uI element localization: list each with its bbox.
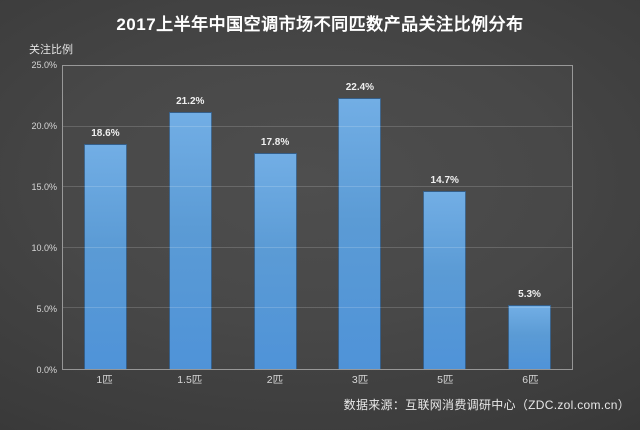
y-tick-label: 25.0% bbox=[31, 60, 57, 70]
bar-slot: 18.6% bbox=[63, 66, 148, 369]
y-axis: 0.0% 5.0% 10.0% 15.0% 20.0% 25.0% bbox=[0, 60, 57, 375]
y-axis-title: 关注比例 bbox=[29, 44, 73, 56]
bar-value-label: 22.4% bbox=[345, 81, 375, 93]
bar-slot: 22.4% bbox=[317, 66, 402, 369]
bar-5匹 bbox=[423, 190, 467, 369]
y-tick-label: 10.0% bbox=[31, 243, 57, 253]
gridline bbox=[63, 186, 572, 188]
bar-value-label: 18.6% bbox=[91, 127, 120, 139]
bar-2匹 bbox=[253, 153, 297, 369]
bar-slot: 17.8% bbox=[233, 66, 318, 369]
data-source-note: 数据来源：互联网消费调研中心（ZDC.zol.com.cn） bbox=[343, 398, 630, 412]
gridline bbox=[63, 307, 572, 309]
gridline bbox=[63, 246, 572, 248]
x-tick-label: 2匹 bbox=[266, 374, 284, 386]
y-tick-label: 5.0% bbox=[36, 304, 57, 314]
y-tick-label: 20.0% bbox=[31, 121, 57, 131]
x-tick-label: 1.5匹 bbox=[177, 374, 203, 386]
chart-title: 2017上半年中国空调市场不同匹数产品关注比例分布 bbox=[116, 15, 524, 34]
bar-value-label: 21.2% bbox=[176, 96, 205, 108]
bar-slot: 21.2% bbox=[148, 66, 233, 369]
bars-row: 18.6% 21.2% 17.8% 22.4% 14.7% 5.3% bbox=[63, 66, 572, 369]
x-tick-label: 3匹 bbox=[351, 374, 369, 386]
x-tick-label: 1匹 bbox=[96, 374, 113, 386]
plot-area: 18.6% 21.2% 17.8% 22.4% 14.7% 5.3% bbox=[62, 65, 573, 370]
bar-slot: 14.7% bbox=[402, 66, 487, 369]
x-axis: 1匹 1.5匹 2匹 3匹 5匹 6匹 bbox=[62, 372, 573, 387]
bar-1.5匹 bbox=[168, 112, 212, 369]
x-tick-label: 6匹 bbox=[522, 374, 539, 386]
gridline bbox=[63, 125, 572, 127]
y-tick-label: 0.0% bbox=[36, 365, 57, 375]
x-tick-label: 5匹 bbox=[437, 374, 454, 386]
bar-3匹 bbox=[338, 97, 382, 369]
bar-1匹 bbox=[83, 143, 127, 369]
bar-value-label: 14.7% bbox=[430, 174, 459, 186]
bar-value-label: 5.3% bbox=[518, 288, 541, 300]
bar-value-label: 17.8% bbox=[260, 137, 290, 149]
bar-slot: 5.3% bbox=[487, 66, 572, 369]
bar-6匹 bbox=[508, 304, 552, 369]
y-tick-label: 15.0% bbox=[31, 182, 57, 192]
